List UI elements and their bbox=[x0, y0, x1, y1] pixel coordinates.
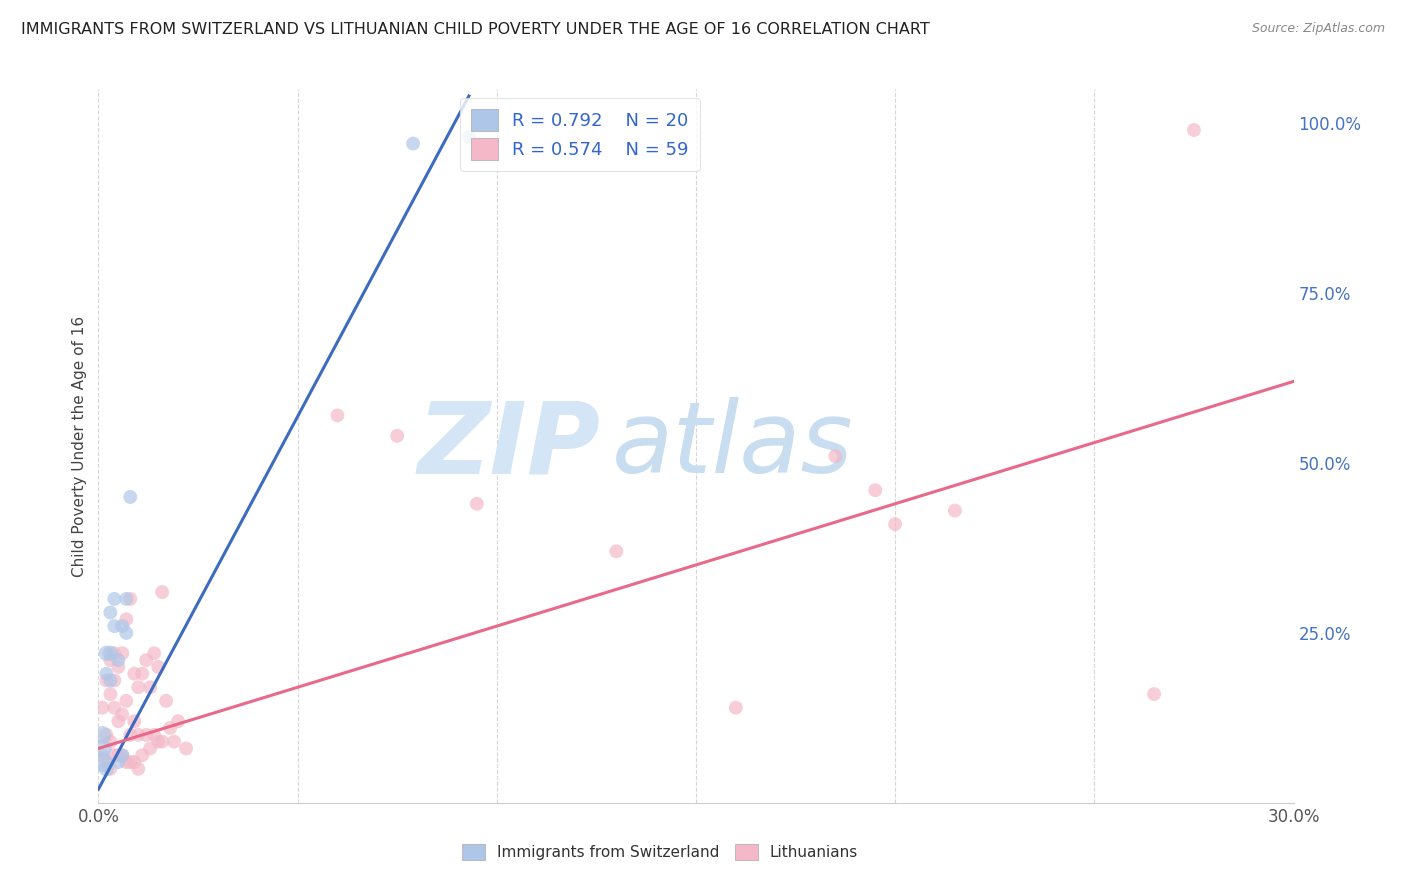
Point bbox=[135, 653, 157, 667]
Point bbox=[124, 755, 146, 769]
Point bbox=[103, 619, 125, 633]
Text: IMMIGRANTS FROM SWITZERLAND VS LITHUANIAN CHILD POVERTY UNDER THE AGE OF 16 CORR: IMMIGRANTS FROM SWITZERLAND VS LITHUANIA… bbox=[21, 22, 929, 37]
Point bbox=[91, 755, 114, 769]
Text: atlas: atlas bbox=[613, 398, 853, 494]
Point bbox=[139, 680, 162, 694]
Point bbox=[103, 748, 125, 763]
Point bbox=[103, 700, 125, 714]
Point bbox=[724, 700, 747, 714]
Point bbox=[326, 409, 349, 423]
Point bbox=[91, 741, 114, 756]
Point bbox=[120, 755, 142, 769]
Point bbox=[96, 666, 118, 681]
Point bbox=[605, 544, 627, 558]
Point bbox=[148, 660, 170, 674]
Point bbox=[96, 646, 118, 660]
Point bbox=[111, 646, 134, 660]
Point bbox=[120, 490, 142, 504]
Point bbox=[120, 728, 142, 742]
Point bbox=[135, 728, 157, 742]
Point bbox=[107, 660, 129, 674]
Point bbox=[98, 734, 122, 748]
Point bbox=[465, 497, 488, 511]
Point bbox=[143, 728, 166, 742]
Point bbox=[884, 517, 907, 532]
Point bbox=[96, 673, 118, 688]
Y-axis label: Child Poverty Under the Age of 16: Child Poverty Under the Age of 16 bbox=[72, 316, 87, 576]
Point bbox=[131, 666, 153, 681]
Point bbox=[98, 762, 122, 776]
Point bbox=[96, 762, 118, 776]
Text: ZIP: ZIP bbox=[418, 398, 600, 494]
Point bbox=[124, 714, 146, 729]
Point bbox=[1182, 123, 1205, 137]
Point bbox=[143, 646, 166, 660]
Point bbox=[96, 728, 118, 742]
Point bbox=[111, 748, 134, 763]
Point bbox=[943, 503, 966, 517]
Point bbox=[824, 449, 846, 463]
Point bbox=[458, 129, 481, 144]
Point bbox=[865, 483, 887, 498]
Point bbox=[148, 734, 170, 748]
Point bbox=[385, 429, 409, 443]
Point bbox=[402, 136, 425, 151]
Point bbox=[111, 619, 134, 633]
Point bbox=[98, 646, 122, 660]
Point bbox=[127, 728, 149, 742]
Point bbox=[107, 653, 129, 667]
Point bbox=[103, 646, 125, 660]
Point bbox=[174, 741, 197, 756]
Point bbox=[91, 728, 114, 742]
Point bbox=[115, 755, 138, 769]
Point bbox=[139, 741, 162, 756]
Point bbox=[163, 734, 186, 748]
Point bbox=[115, 591, 138, 606]
Legend: Immigrants from Switzerland, Lithuanians: Immigrants from Switzerland, Lithuanians bbox=[456, 838, 865, 866]
Point bbox=[96, 755, 118, 769]
Point bbox=[98, 606, 122, 620]
Point bbox=[98, 653, 122, 667]
Point bbox=[127, 680, 149, 694]
Point bbox=[98, 687, 122, 701]
Point bbox=[115, 694, 138, 708]
Point bbox=[103, 591, 125, 606]
Point bbox=[150, 734, 173, 748]
Point bbox=[1143, 687, 1166, 701]
Point bbox=[167, 714, 190, 729]
Point bbox=[115, 612, 138, 626]
Point bbox=[107, 714, 129, 729]
Point bbox=[111, 748, 134, 763]
Point bbox=[111, 707, 134, 722]
Point bbox=[91, 700, 114, 714]
Point bbox=[115, 626, 138, 640]
Point bbox=[98, 673, 122, 688]
Point bbox=[127, 762, 149, 776]
Point bbox=[150, 585, 173, 599]
Point bbox=[131, 748, 153, 763]
Point bbox=[120, 591, 142, 606]
Point bbox=[155, 694, 177, 708]
Text: Source: ZipAtlas.com: Source: ZipAtlas.com bbox=[1251, 22, 1385, 36]
Point bbox=[103, 673, 125, 688]
Point bbox=[107, 748, 129, 763]
Point bbox=[124, 666, 146, 681]
Point bbox=[91, 748, 114, 763]
Point bbox=[159, 721, 181, 735]
Point bbox=[107, 755, 129, 769]
